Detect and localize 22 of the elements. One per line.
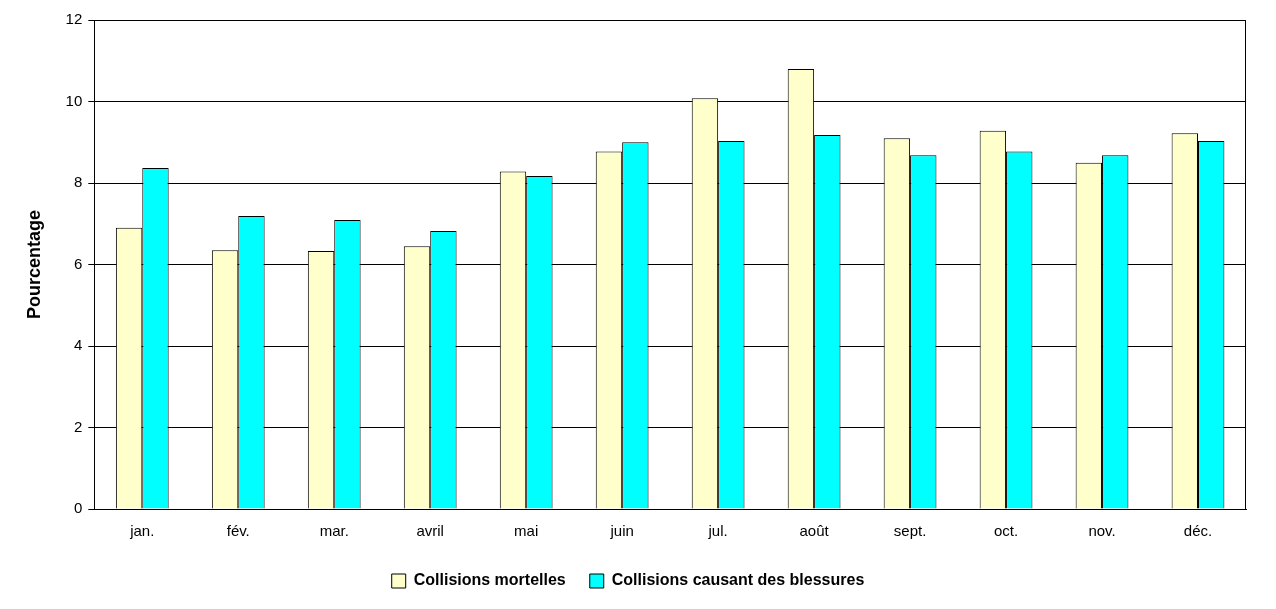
x-tick-label: oct.: [993, 522, 1019, 540]
x-tick-label: sept.: [893, 522, 927, 540]
x-tick-label: juin: [609, 522, 634, 540]
y-axis-title: Pourcentage: [23, 209, 44, 320]
legend-label: Collisions causant des blessures: [611, 571, 865, 589]
x-tick-label: jan.: [129, 522, 155, 540]
y-tick-label: 10: [65, 91, 83, 109]
x-tick-label: août: [799, 522, 830, 540]
x-tick-label: mai: [514, 522, 539, 540]
x-tick-label: avril: [416, 522, 444, 540]
x-tick-label: déc.: [1183, 522, 1213, 540]
x-tick-label: mar.: [319, 522, 349, 540]
legend-label: Collisions mortelles: [413, 571, 566, 589]
y-tick-label: 12: [65, 10, 83, 28]
y-tick-label: 8: [73, 173, 83, 191]
x-tick-label: nov.: [1088, 522, 1116, 540]
y-tick-label: 6: [73, 254, 83, 272]
x-tick-label: jul.: [707, 522, 728, 540]
y-tick-label: 4: [73, 336, 83, 354]
y-tick-label: 0: [73, 499, 83, 517]
y-tick-label: 2: [73, 417, 83, 435]
x-tick-label: fév.: [226, 522, 250, 540]
